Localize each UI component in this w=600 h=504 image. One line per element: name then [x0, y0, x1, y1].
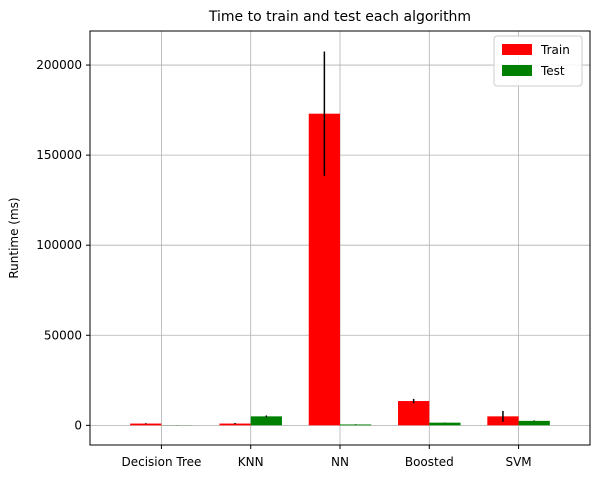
x-tick-label: Boosted: [405, 455, 454, 469]
bars: [130, 114, 550, 426]
y-tick-label: 150000: [36, 148, 82, 162]
y-tick-label: 0: [74, 418, 82, 432]
chart-title: Time to train and test each algorithm: [208, 9, 471, 25]
y-tick-label: 200000: [36, 58, 82, 72]
x-tick-label: SVM: [505, 455, 531, 469]
bar-train: [398, 401, 429, 425]
bar-test: [519, 421, 550, 426]
legend-label-test: Test: [540, 64, 565, 78]
x-tick-label: NN: [331, 455, 349, 469]
y-tick-label: 50000: [44, 328, 82, 342]
legend-label-train: Train: [540, 43, 570, 57]
bar-test: [429, 423, 460, 426]
x-ticks: Decision Tree KNN NN Boosted SVM: [121, 445, 531, 469]
y-tick-label: 100000: [36, 238, 82, 252]
legend-swatch-test: [502, 65, 532, 76]
legend-swatch-train: [502, 44, 532, 55]
x-tick-label: KNN: [238, 455, 264, 469]
legend: Train Test: [494, 36, 582, 86]
y-ticks: 0 50000 100000 150000 200000: [36, 58, 90, 432]
x-tick-label: Decision Tree: [121, 455, 201, 469]
y-axis-label: Runtime (ms): [7, 197, 21, 278]
bar-test: [251, 416, 282, 425]
